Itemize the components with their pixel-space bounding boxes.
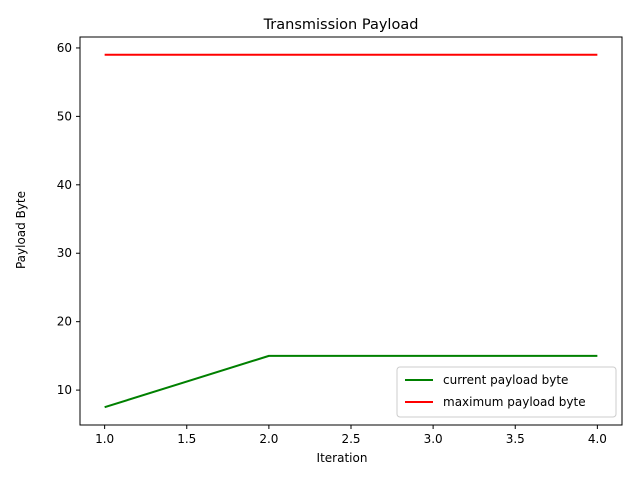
x-axis-ticks: 1.0 1.5 2.0 2.5 3.0 3.5 4.0 xyxy=(95,425,607,446)
y-axis-ticks: 10 20 30 40 50 60 xyxy=(57,41,80,397)
x-tick-label: 3.5 xyxy=(506,432,525,446)
series-line-current-payload xyxy=(104,354,598,409)
x-axis-label: Iteration xyxy=(317,451,368,465)
y-tick-label: 10 xyxy=(57,383,72,397)
x-tick-label: 4.0 xyxy=(588,432,607,446)
y-axis-label: Payload Byte xyxy=(14,191,28,269)
y-tick-label: 20 xyxy=(57,315,72,329)
plot-area xyxy=(104,53,598,409)
chart-title: Transmission Payload xyxy=(263,17,419,33)
x-tick-label: 1.5 xyxy=(177,432,196,446)
y-tick-label: 40 xyxy=(57,178,72,192)
x-tick-label: 2.0 xyxy=(259,432,278,446)
legend-label: maximum payload byte xyxy=(443,395,586,409)
legend-label: current payload byte xyxy=(443,373,568,387)
legend-box xyxy=(396,366,617,418)
x-tick-label: 3.0 xyxy=(424,432,443,446)
y-tick-label: 60 xyxy=(57,41,72,55)
y-tick-label: 30 xyxy=(57,246,72,260)
x-tick-label: 2.5 xyxy=(341,432,360,446)
legend: current payload byte maximum payload byte xyxy=(396,366,617,418)
y-tick-label: 50 xyxy=(57,109,72,123)
x-tick-label: 1.0 xyxy=(95,432,114,446)
